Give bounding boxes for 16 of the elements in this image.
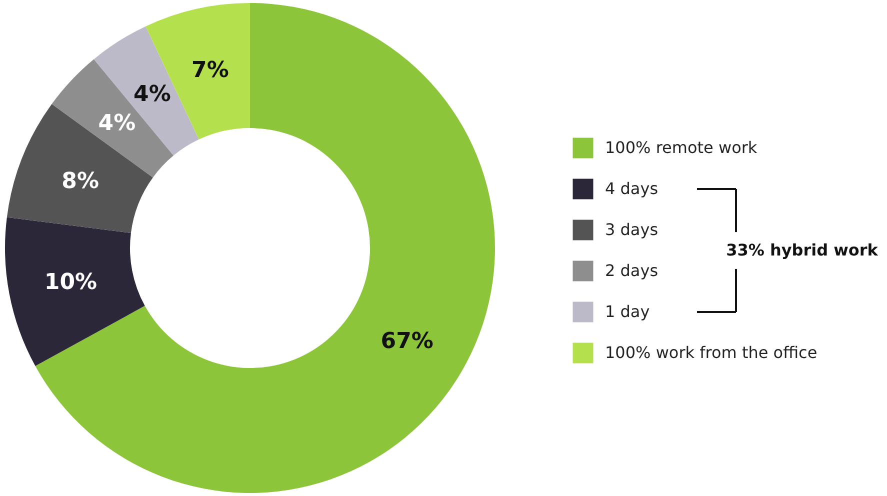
data-label: 67% <box>380 328 434 354</box>
donut-slice <box>5 217 145 366</box>
donut-slice <box>35 3 495 493</box>
legend-label: 1 day <box>605 302 650 321</box>
data-label: 4% <box>98 111 136 136</box>
legend-label: 3 days <box>605 220 658 239</box>
data-label: 10% <box>44 270 98 296</box>
text: 33% hybrid work <box>726 240 878 260</box>
donut-slice <box>6 104 153 233</box>
data-label: 7% <box>192 58 229 83</box>
legend-label: 2 days <box>605 261 658 280</box>
data-label: 8% <box>62 168 99 194</box>
legend-label: 4 days <box>605 179 658 198</box>
legend-label: 100% work from the office <box>605 343 818 362</box>
data-label: 4% <box>134 82 171 107</box>
legend-label: 100% remote work <box>605 138 758 157</box>
